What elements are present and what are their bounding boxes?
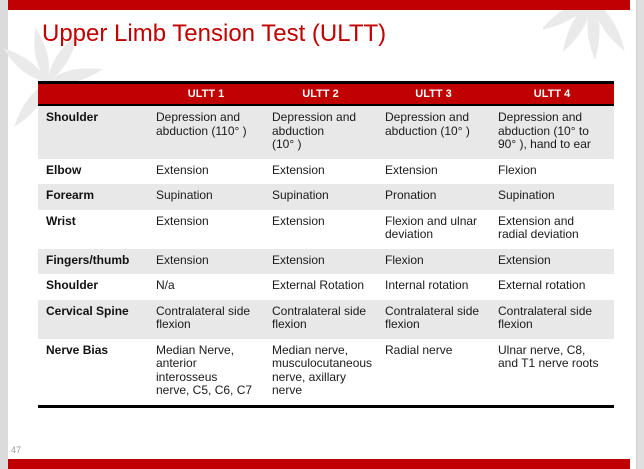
- header-cell-ultt3: ULTT 3: [415, 88, 452, 100]
- table-cell: Median nerve, musculocutaneous nerve, ax…: [272, 342, 373, 397]
- table-row-shoulder-2: Shoulder N/a External Rotation Internal …: [38, 274, 614, 300]
- table-row-nerve-bias: Nerve Bias Median Nerve, anterior intero…: [38, 338, 614, 406]
- row-label: Wrist: [46, 213, 76, 228]
- table-cell: Extension: [272, 252, 325, 267]
- table-cell: Flexion: [498, 162, 537, 177]
- header-cell-ultt4: ULTT 4: [533, 88, 571, 100]
- table-cell: Depression and abduction (110° ): [156, 110, 247, 138]
- table-cell: Internal rotation: [385, 278, 469, 292]
- table-cell: Contralateral side flexion: [156, 303, 251, 331]
- table-cell: Extension: [272, 213, 325, 228]
- row-label: Nerve Bias: [46, 342, 109, 357]
- table-row-fingers-thumb: Fingers/thumb Extension Extension Flexio…: [38, 248, 614, 274]
- table-cell: Extension: [272, 162, 325, 177]
- row-label: Forearm: [46, 188, 95, 202]
- table-cell: N/a: [156, 278, 175, 292]
- table-cell: Extension: [385, 162, 438, 177]
- row-label: Shoulder: [46, 110, 99, 124]
- leaf-flower-icon: [543, 8, 625, 60]
- table-cell: Pronation: [385, 188, 437, 202]
- row-label: Cervical Spine: [46, 303, 129, 318]
- left-margin-strip: [0, 0, 8, 469]
- table-cell: Contralateral side flexion: [498, 303, 593, 331]
- table-cell: Depression and abduction (10° ): [385, 110, 470, 138]
- table-cell: Median Nerve, anterior interosseus nerve…: [156, 342, 253, 397]
- ultt-comparison-table: ULTT 1 ULTT 2 ULTT 3 ULTT 4 Shoulder Dep…: [38, 81, 614, 408]
- header-cell-ultt2: ULTT 2: [302, 88, 339, 100]
- table-row-shoulder-1: Shoulder Depression and abduction (110° …: [38, 105, 614, 159]
- table-cell: External rotation: [498, 278, 586, 292]
- table-cell: Supination: [156, 188, 213, 202]
- table-header-row: ULTT 1 ULTT 2 ULTT 3 ULTT 4: [38, 82, 614, 106]
- table-cell: External Rotation: [272, 278, 365, 292]
- table-cell: Contralateral side flexion: [272, 303, 367, 331]
- right-margin-strip: [636, 0, 644, 469]
- table-row-wrist: Wrist Extension Extension Flexion and ul…: [38, 209, 614, 249]
- page-number: 47: [11, 445, 22, 455]
- header-cell-ultt1: ULTT 1: [187, 88, 225, 100]
- table-cell: Flexion and ulnar deviation: [385, 213, 478, 241]
- header-cell-blank: [38, 83, 148, 106]
- table-cell: Flexion: [385, 252, 424, 267]
- table-cell: Extension: [498, 252, 551, 267]
- top-accent-bar: [8, 0, 630, 10]
- table-cell: Supination: [498, 188, 555, 202]
- table-cell: Radial nerve: [385, 342, 453, 357]
- table-cell: Extension and radial deviation: [498, 213, 579, 241]
- row-label: Elbow: [46, 162, 82, 177]
- row-label: Fingers/thumb: [46, 252, 130, 267]
- table-row-elbow: Elbow Extension Extension Extension Flex…: [38, 158, 614, 184]
- table-cell: Depression and abduction (10° to 90° ), …: [498, 110, 591, 151]
- table-cell: Ulnar nerve, C8, and T1 nerve roots: [498, 342, 599, 370]
- table-cell: Extension: [156, 162, 209, 177]
- table-cell: Contralateral side flexion: [385, 303, 480, 331]
- table-cell: Supination: [272, 188, 329, 202]
- table-cell: Depression and abduction (10° ): [272, 110, 357, 151]
- table-row-cervical-spine: Cervical Spine Contralateral side flexio…: [38, 299, 614, 339]
- row-label: Shoulder: [46, 278, 99, 292]
- bottom-accent-bar: [8, 459, 630, 469]
- table-cell: Extension: [156, 213, 209, 228]
- table-row-forearm: Forearm Supination Supination Pronation …: [38, 184, 614, 210]
- slide-canvas: Upper Limb Tension Test (ULTT) ULTT 1 UL…: [3, 0, 636, 469]
- table-cell: Extension: [156, 252, 209, 267]
- slide-title: Upper Limb Tension Test (ULTT): [42, 20, 387, 47]
